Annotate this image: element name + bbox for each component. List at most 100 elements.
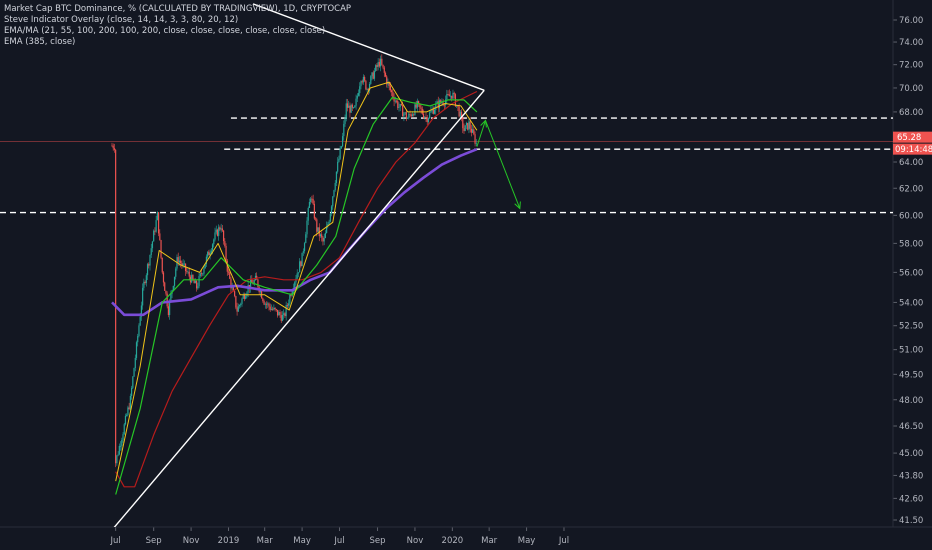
candle-body <box>224 241 226 246</box>
candle-body <box>142 287 144 306</box>
candle-body <box>270 308 273 310</box>
candle-body <box>139 316 141 326</box>
candle-body <box>410 114 412 117</box>
candle-body <box>299 261 301 273</box>
candle-body <box>178 260 181 263</box>
candle-body <box>420 107 422 109</box>
legend-indicator-emama[interactable]: EMA/MA (21, 55, 100, 200, 100, 200, clos… <box>4 26 326 36</box>
candle-body <box>337 161 339 172</box>
candle-body <box>418 101 420 104</box>
candle-body <box>383 67 385 73</box>
candle-body <box>422 113 425 118</box>
plot-area <box>0 3 893 530</box>
ema-21-line[interactable] <box>115 81 478 482</box>
legend-indicator-ema385[interactable]: EMA (385, close) <box>4 37 76 47</box>
candle-body <box>312 199 314 204</box>
candle-body <box>339 148 341 159</box>
candle-body <box>153 230 155 242</box>
candle-body <box>362 76 365 83</box>
candle-body <box>333 190 335 197</box>
candle-body <box>172 285 174 291</box>
candle-body <box>192 274 194 280</box>
candle-body <box>405 112 407 119</box>
projection-arrow-down[interactable] <box>485 120 521 209</box>
candle-body <box>151 241 154 249</box>
candle-body <box>269 306 271 310</box>
candle-body <box>446 94 448 100</box>
y-tick-label: 52.50 <box>899 322 923 332</box>
candle-body <box>360 81 362 87</box>
candle-body <box>397 101 399 108</box>
x-tick-label: May <box>518 536 536 546</box>
ascending-trendline[interactable] <box>112 89 485 530</box>
candle-body <box>279 311 281 316</box>
candle-body <box>288 303 290 306</box>
candle-body <box>170 293 172 301</box>
candle-body <box>406 118 409 119</box>
candle-body <box>475 143 477 145</box>
candle-body <box>438 100 441 109</box>
candle-body <box>290 294 292 296</box>
candle-body <box>356 95 358 99</box>
candle-body <box>402 105 404 117</box>
candle-body <box>203 268 205 274</box>
candle-body <box>289 294 291 304</box>
candle-body <box>241 298 243 304</box>
candle-body <box>116 455 118 464</box>
candle-body <box>238 305 241 307</box>
projection-arrow-up[interactable] <box>476 120 486 147</box>
candle-body <box>400 104 403 106</box>
y-tick-label: 76.00 <box>899 16 923 26</box>
candle-body <box>196 280 198 289</box>
y-tick-label: 60.00 <box>899 211 923 221</box>
candle-body <box>348 105 350 108</box>
candle-body <box>162 272 165 283</box>
candle-body <box>198 276 200 287</box>
candle-body <box>118 445 120 455</box>
countdown-badge <box>893 143 932 155</box>
y-tick-label: 64.00 <box>899 158 923 168</box>
candle-body <box>310 198 312 202</box>
candle-body <box>166 293 168 307</box>
candle-body <box>313 203 315 219</box>
candle-body <box>117 454 119 456</box>
candle-body <box>193 279 195 284</box>
candle-body <box>321 234 323 238</box>
candle-body <box>268 303 270 307</box>
candle-body <box>330 206 333 214</box>
candle-body <box>127 407 129 415</box>
candle-body <box>381 58 383 65</box>
ema-55-line[interactable] <box>115 96 478 495</box>
candle-body <box>436 101 438 104</box>
candle-body <box>187 271 189 273</box>
candle-body <box>332 196 334 207</box>
candle-body <box>464 125 466 132</box>
candle-body <box>447 94 449 95</box>
y-tick-label: 42.60 <box>899 494 923 504</box>
candle-body <box>111 145 113 147</box>
candle-body <box>375 65 377 71</box>
candle-body <box>395 100 398 102</box>
candle-body <box>173 276 176 286</box>
ma-200-line[interactable] <box>115 90 478 488</box>
candle-body <box>155 220 157 232</box>
candle-body <box>322 237 324 242</box>
candle-body <box>329 213 331 222</box>
arrow-head <box>514 201 521 210</box>
candle-body <box>413 114 415 116</box>
candle-body <box>285 304 287 317</box>
candle-body <box>210 250 212 253</box>
legend-title[interactable]: Market Cap BTC Dominance, % (CALCULATED … <box>4 4 352 14</box>
chart-legend: Market Cap BTC Dominance, % (CALCULATED … <box>4 4 351 48</box>
candle-body <box>231 287 233 289</box>
candle-body <box>404 112 406 114</box>
descending-trendline[interactable] <box>252 3 485 91</box>
candle-body <box>211 244 214 251</box>
candle-body <box>229 272 231 279</box>
candle-body <box>389 86 392 91</box>
candle-body <box>384 72 387 77</box>
legend-indicator-overlay[interactable]: Steve Indicator Overlay (close, 14, 14, … <box>4 15 239 25</box>
y-tick-label: 74.00 <box>899 38 923 48</box>
